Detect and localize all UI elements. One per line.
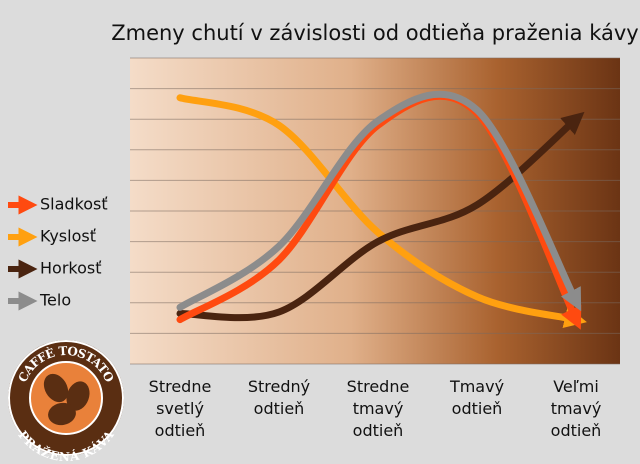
legend-label: Horkosť [40, 259, 102, 278]
series-line [176, 92, 582, 330]
x-tick-label: Veľmi tmavý odtieň [550, 377, 602, 440]
series-line [176, 94, 587, 329]
chart-title: Zmeny chutí v závislosti od odtieňa praž… [111, 21, 639, 45]
logo: CAFFÈ TOSTATO PRAŽENÁ KÁVA [8, 340, 124, 464]
legend-label: Sladkosť [40, 195, 108, 214]
x-tick-label: Stredný odtieň [247, 377, 311, 418]
legend-label: Telo [39, 291, 71, 310]
x-tick-label: Stredne svetlý odtieň [148, 377, 212, 440]
series-line [176, 90, 582, 312]
x-tick-label: Stredne tmavý odtieň [346, 377, 410, 440]
bean [43, 373, 69, 403]
x-tick-label: Tmavý odtieň [449, 377, 505, 418]
legend-label: Kyslosť [40, 227, 96, 246]
bean [48, 402, 76, 426]
logo-border [8, 340, 124, 456]
bean [66, 381, 90, 411]
